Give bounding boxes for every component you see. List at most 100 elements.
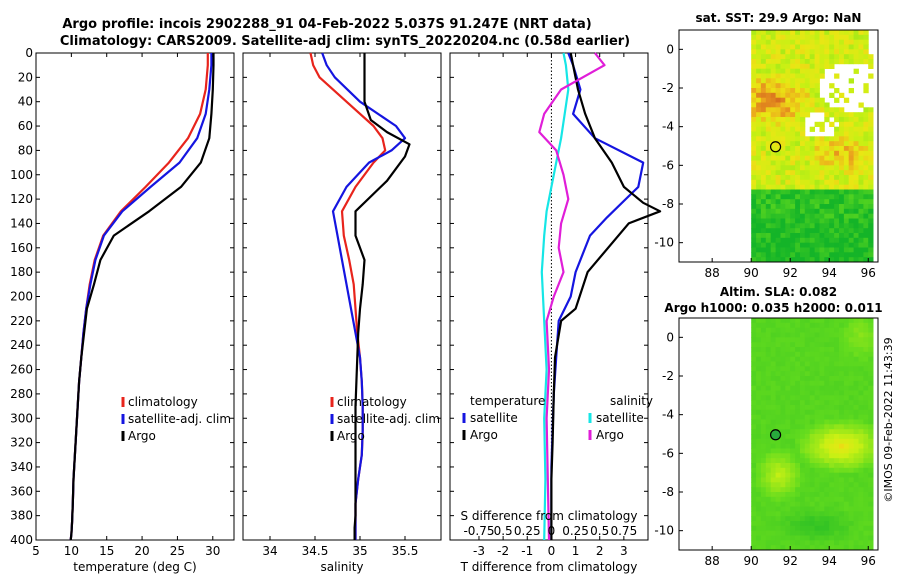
- sla_map-cell: [775, 322, 781, 328]
- sla_map-cell: [863, 472, 869, 478]
- sla_map-cell: [853, 327, 859, 333]
- sla_map-cell: [790, 501, 796, 507]
- sst_map-cell: [863, 54, 869, 60]
- sst_map-cell: [834, 131, 840, 137]
- sla_map-cell: [760, 501, 767, 507]
- sla_map-cell: [765, 482, 772, 488]
- sla_map-cell: [853, 501, 859, 507]
- sla_map-cell: [751, 458, 757, 464]
- sla_map-cell: [819, 482, 825, 488]
- sst_map-cell: [751, 112, 757, 118]
- sst_map-cell: [814, 165, 820, 171]
- sst_map-cell: [814, 141, 820, 147]
- sst_map-cell: [790, 97, 796, 103]
- sst_map-cell: [751, 34, 757, 40]
- sst_map-cell: [819, 44, 825, 50]
- sst_map-cell: [843, 131, 850, 137]
- diff-s-tick-label: 0.5: [494, 524, 513, 538]
- sla_map-cell: [824, 380, 830, 386]
- sst_map-cell: [834, 170, 840, 176]
- temperature-ytick-label: 400: [10, 533, 33, 547]
- sla_map-cell: [804, 525, 811, 531]
- sla_map-cell: [814, 482, 820, 488]
- sla_map-cell: [863, 496, 869, 502]
- sla_map-cell: [770, 501, 776, 507]
- sst_map-cell: [858, 30, 864, 36]
- sst_map-cell: [790, 121, 796, 127]
- sst_map-cell: [770, 44, 776, 50]
- sst_map-cell: [785, 199, 791, 205]
- sla_map-cell: [814, 342, 820, 348]
- sla_map-cell: [770, 390, 776, 396]
- sst_map-cell: [853, 247, 859, 253]
- sla_map-cell: [804, 424, 811, 430]
- sst_map-cell: [858, 160, 864, 166]
- sla_map-cell: [751, 400, 757, 406]
- sst_map-cell: [775, 54, 781, 60]
- sla_map-cell: [839, 540, 845, 546]
- sla_map-cell: [765, 351, 772, 357]
- sst_map-cell: [795, 199, 801, 205]
- sla_map-cell: [809, 540, 815, 546]
- sst_map-cell: [780, 112, 786, 118]
- sla_map-cell: [868, 380, 874, 386]
- sla_map-cell: [824, 443, 830, 449]
- sst_map-cell: [765, 175, 772, 181]
- sst_map-cell: [760, 112, 767, 118]
- sla_map-cell: [824, 327, 830, 333]
- sla_map-cell: [770, 438, 776, 444]
- sla_map-cell: [795, 351, 801, 357]
- sst_map-cell: [751, 88, 757, 94]
- sst_map-cell: [785, 44, 791, 50]
- sla_map-cell: [843, 342, 850, 348]
- sla_map-cell: [756, 516, 762, 522]
- sla_map-cell: [760, 443, 767, 449]
- sla_map-cell: [834, 472, 840, 478]
- sla_map-cell: [863, 453, 869, 459]
- sla_map-cell: [809, 453, 815, 459]
- sla_map-cell: [780, 385, 786, 391]
- sla_map-cell: [843, 511, 850, 517]
- sst_map-cell: [858, 218, 864, 224]
- sst_map-cell: [770, 175, 776, 181]
- sla_map-cell: [824, 351, 830, 357]
- sla_map-cell: [819, 351, 825, 357]
- sst_map-cell: [839, 228, 845, 234]
- sst_map-cell: [868, 150, 874, 156]
- sla_map-cell: [824, 453, 830, 459]
- sst_map-cell: [795, 223, 801, 229]
- sst_map-cell: [843, 247, 850, 253]
- sla_map-cell: [809, 327, 815, 333]
- sla_map-cell: [858, 400, 864, 406]
- sst_map-argo-marker: [769, 141, 782, 153]
- sst_map-cell: [785, 155, 791, 161]
- sla_map-cell: [770, 347, 776, 353]
- sla_map-cell: [809, 351, 815, 357]
- sst_map-cell: [824, 146, 830, 152]
- sla_map-cell: [785, 501, 791, 507]
- sst_map-cell: [765, 83, 772, 89]
- sst_map-cell: [834, 54, 840, 60]
- temperature-series-argo: [69, 53, 215, 541]
- sla_map-cell: [824, 521, 830, 527]
- sla_map-cell: [824, 385, 830, 391]
- sst_map-cell: [760, 54, 767, 60]
- sst_map-cell: [824, 199, 830, 205]
- sla_map-cell: [800, 351, 806, 357]
- sla_map-cell: [756, 318, 762, 324]
- sla_map-cell: [814, 424, 820, 430]
- sla_map-cell: [848, 356, 854, 362]
- sla_map-cell: [824, 332, 830, 338]
- sla_map-cell: [809, 376, 815, 382]
- sst_map-cell: [829, 63, 835, 69]
- sst_map-cell: [795, 68, 801, 74]
- sst_map-cell: [843, 204, 850, 210]
- sla_map-cell: [760, 351, 767, 357]
- sla_map-cell: [843, 472, 850, 478]
- sla_map-cell: [790, 540, 796, 546]
- sst_map-cell: [790, 155, 796, 161]
- sst_map-cell: [834, 39, 840, 45]
- sla_map-cell: [751, 530, 757, 536]
- sla_map-cell: [795, 361, 801, 367]
- sla_map-cell: [800, 380, 806, 386]
